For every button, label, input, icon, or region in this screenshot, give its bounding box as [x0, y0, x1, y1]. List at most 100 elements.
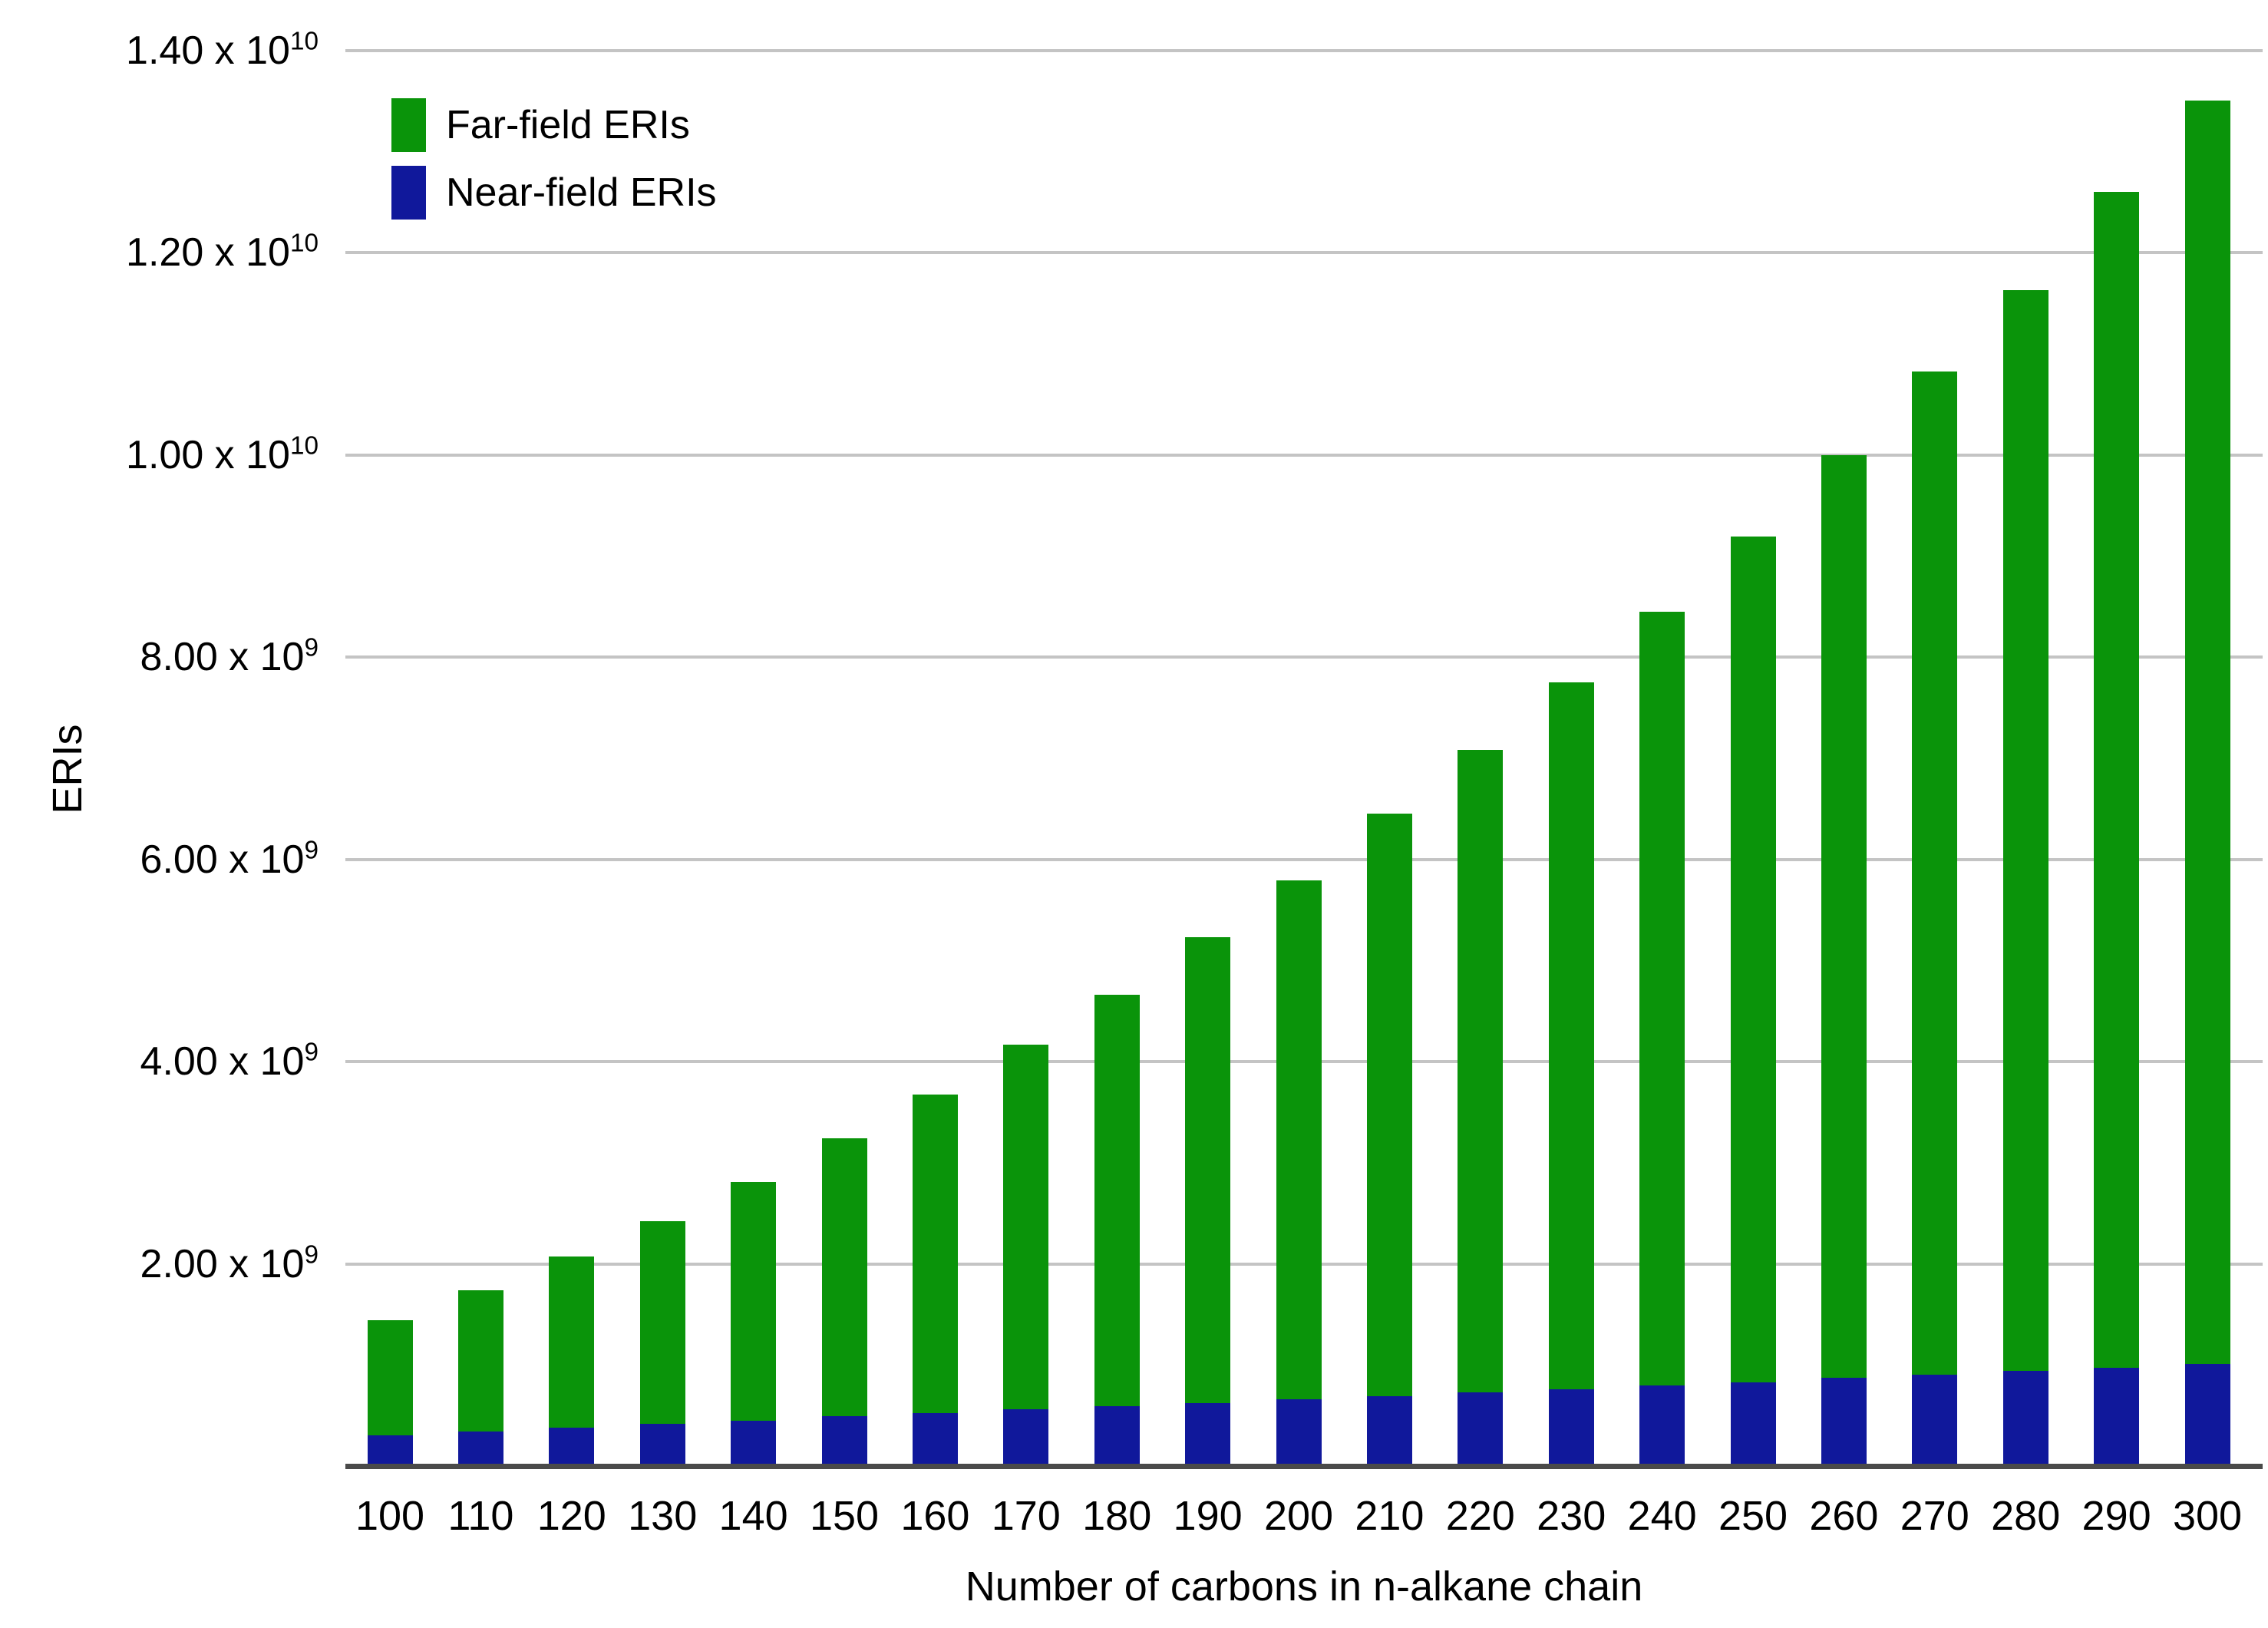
bar-230 [1548, 682, 1594, 1466]
far-field-segment-200 [1276, 880, 1322, 1400]
legend-entry-far-field: Far-field ERIs [391, 98, 717, 152]
x-tick-label-190: 190 [1173, 1493, 1243, 1539]
near-field-segment-120 [549, 1427, 595, 1466]
far-field-segment-150 [821, 1138, 867, 1417]
near-field-segment-290 [2094, 1368, 2140, 1466]
bar-120 [549, 1256, 595, 1466]
near-field-segment-280 [2002, 1371, 2048, 1466]
bar-300 [2184, 101, 2230, 1466]
far-field-segment-190 [1185, 936, 1231, 1404]
x-tick-label-270: 270 [1900, 1493, 1969, 1539]
near-field-segment-150 [821, 1416, 867, 1466]
near-field-segment-270 [1912, 1375, 1958, 1466]
near-field-segment-210 [1366, 1396, 1412, 1466]
far-field-segment-240 [1639, 611, 1685, 1385]
near-field-segment-190 [1185, 1403, 1231, 1466]
x-tick-label-230: 230 [1537, 1493, 1606, 1539]
legend: Far-field ERIs Near-field ERIs [391, 98, 717, 220]
bar-270 [1912, 372, 1958, 1466]
near-field-segment-140 [731, 1420, 777, 1466]
far-field-segment-300 [2184, 101, 2230, 1364]
x-tick-label-260: 260 [1809, 1493, 1879, 1539]
near-field-segment-240 [1639, 1385, 1685, 1466]
far-field-segment-290 [2094, 191, 2140, 1369]
x-tick-label-100: 100 [355, 1493, 425, 1539]
y-axis-title: ERIs [45, 724, 91, 814]
y-tick-label: 1.00 x 1010 [126, 431, 319, 477]
far-field-segment-280 [2002, 289, 2048, 1372]
bar-150 [821, 1138, 867, 1466]
bar-130 [639, 1221, 685, 1466]
far-field-segment-270 [1912, 372, 1958, 1375]
x-axis-line [345, 1464, 2263, 1469]
y-tick-label: 2.00 x 109 [140, 1240, 319, 1286]
legend-entry-near-field: Near-field ERIs [391, 166, 717, 220]
far-field-segment-260 [1821, 454, 1867, 1379]
x-tick-label-290: 290 [2081, 1493, 2151, 1539]
x-tick-label-150: 150 [809, 1493, 880, 1539]
x-tick-label-170: 170 [991, 1493, 1061, 1539]
far-field-segment-230 [1548, 682, 1594, 1389]
gridline [345, 655, 2263, 659]
x-tick-label-250: 250 [1718, 1493, 1788, 1539]
far-field-segment-210 [1366, 814, 1412, 1397]
near-field-segment-130 [639, 1423, 685, 1466]
far-field-segment-250 [1730, 537, 1776, 1382]
legend-label-far-field: Far-field ERIs [446, 103, 690, 147]
bar-100 [367, 1320, 413, 1466]
x-tick-label-300: 300 [2172, 1493, 2243, 1539]
y-tick-label: 1.40 x 1010 [126, 27, 319, 73]
bar-200 [1276, 880, 1322, 1466]
near-field-segment-260 [1821, 1378, 1867, 1466]
bar-110 [457, 1290, 503, 1466]
near-field-segment-300 [2184, 1363, 2230, 1466]
bar-280 [2002, 289, 2048, 1466]
bar-240 [1639, 611, 1685, 1466]
y-tick-label: 6.00 x 109 [140, 836, 319, 882]
legend-label-near-field: Near-field ERIs [446, 170, 717, 215]
bar-140 [731, 1181, 777, 1466]
gridline [345, 453, 2263, 457]
bar-170 [1003, 1044, 1049, 1466]
near-field-segment-220 [1458, 1392, 1504, 1466]
x-tick-label-210: 210 [1355, 1493, 1425, 1539]
near-field-segment-250 [1730, 1382, 1776, 1466]
x-tick-label-280: 280 [1991, 1493, 2061, 1539]
legend-swatch-near-field [391, 166, 426, 220]
near-field-segment-180 [1094, 1406, 1140, 1466]
y-tick-label: 1.20 x 1010 [126, 229, 319, 275]
bar-290 [2094, 191, 2140, 1466]
x-tick-label-140: 140 [718, 1493, 788, 1539]
near-field-segment-100 [367, 1435, 413, 1466]
bar-160 [912, 1095, 958, 1466]
near-field-segment-110 [457, 1432, 503, 1466]
y-tick-label: 8.00 x 109 [140, 633, 319, 679]
far-field-segment-180 [1094, 995, 1140, 1407]
far-field-segment-220 [1458, 750, 1504, 1392]
far-field-segment-100 [367, 1320, 413, 1436]
bar-210 [1366, 814, 1412, 1466]
x-tick-label-220: 220 [1445, 1493, 1515, 1539]
x-tick-label-180: 180 [1082, 1493, 1152, 1539]
x-tick-label-110: 110 [447, 1493, 514, 1539]
near-field-segment-200 [1276, 1399, 1322, 1466]
x-tick-label-120: 120 [536, 1493, 606, 1539]
bar-180 [1094, 995, 1140, 1466]
gridline [345, 857, 2263, 861]
near-field-segment-160 [912, 1413, 958, 1466]
bar-260 [1821, 454, 1867, 1467]
far-field-segment-160 [912, 1095, 958, 1414]
x-tick-label-240: 240 [1627, 1493, 1697, 1539]
gridline [345, 48, 2263, 52]
bar-220 [1458, 750, 1504, 1466]
x-tick-label-130: 130 [628, 1493, 698, 1539]
x-tick-label-160: 160 [900, 1493, 970, 1539]
far-field-segment-140 [731, 1181, 777, 1421]
legend-swatch-far-field [391, 98, 426, 152]
far-field-segment-130 [639, 1221, 685, 1424]
x-axis-title: Number of carbons in n-alkane chain [965, 1564, 1643, 1610]
far-field-segment-120 [549, 1256, 595, 1428]
x-tick-label-200: 200 [1263, 1493, 1334, 1539]
bar-250 [1730, 537, 1776, 1466]
